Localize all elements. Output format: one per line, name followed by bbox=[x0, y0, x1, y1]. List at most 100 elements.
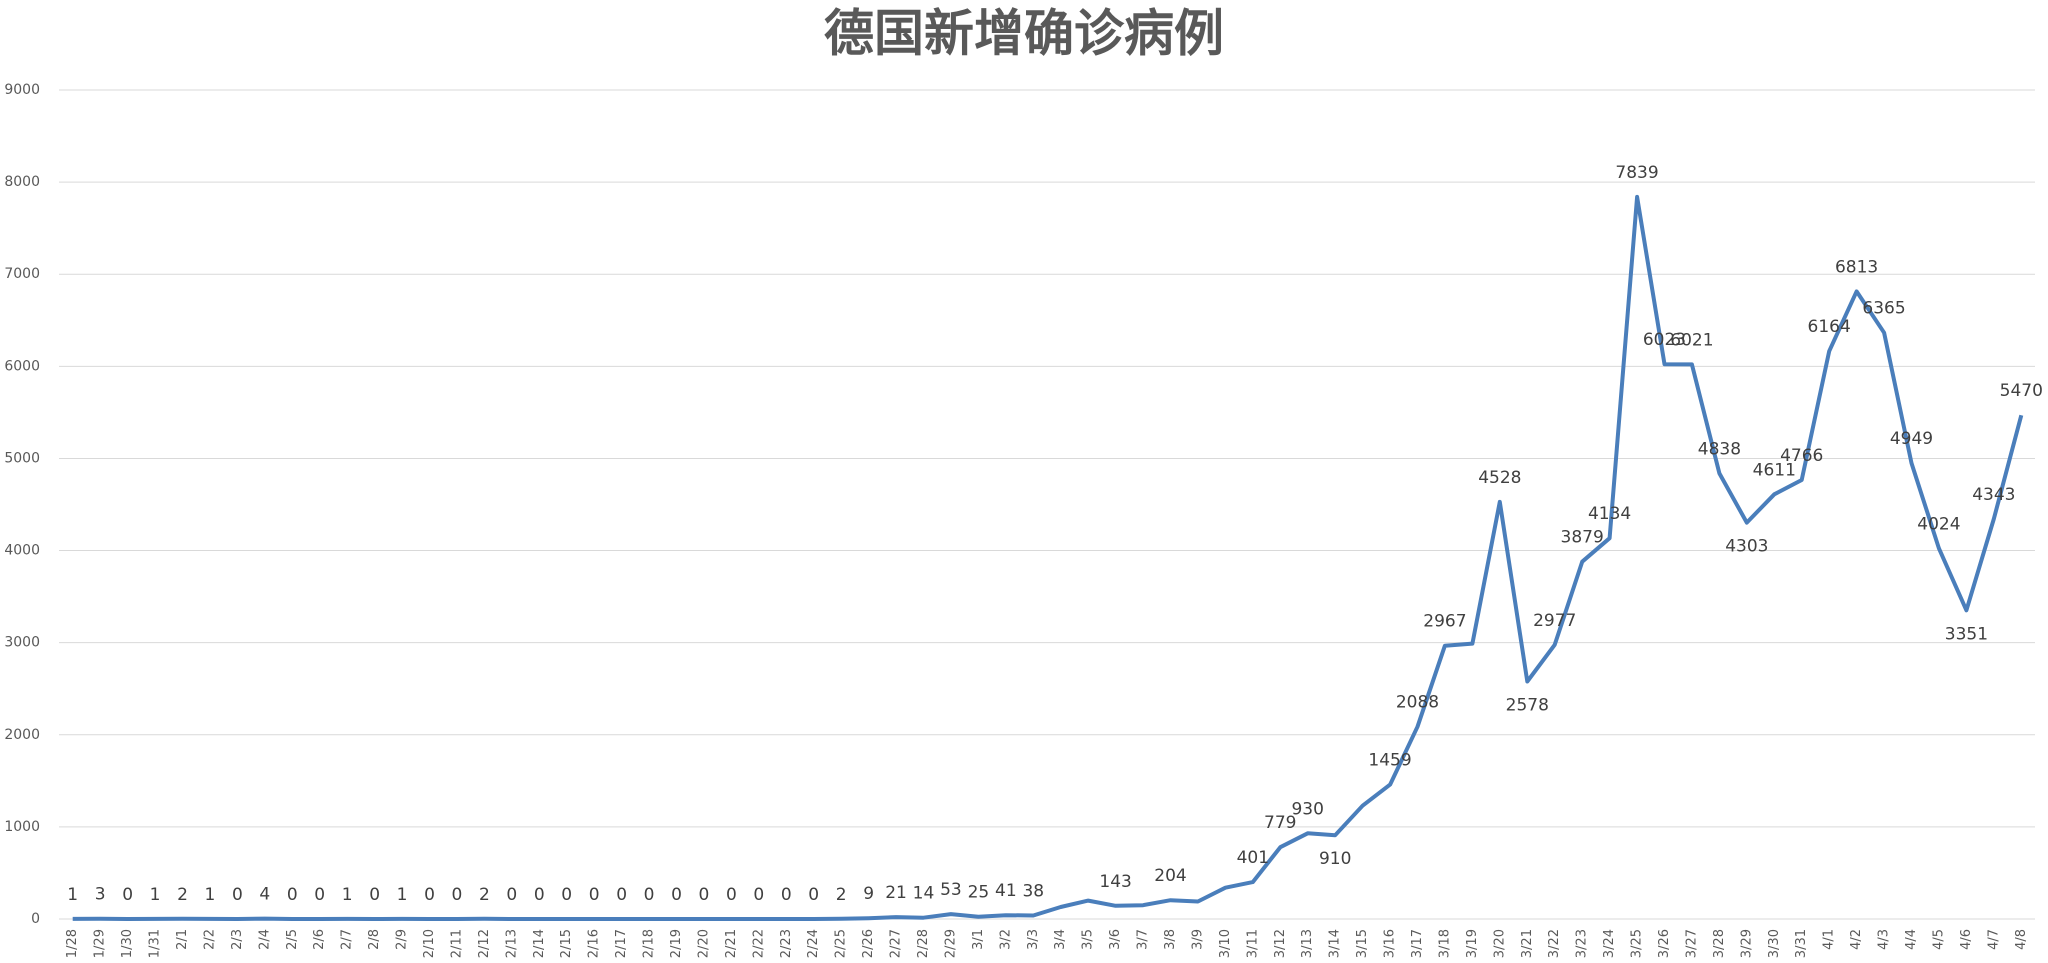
data-label: 0 bbox=[616, 885, 627, 905]
x-tick-label: 2/3 bbox=[230, 929, 245, 950]
data-label: 0 bbox=[644, 885, 655, 905]
data-label: 38 bbox=[1022, 881, 1044, 901]
data-label: 3351 bbox=[1945, 624, 1988, 644]
x-tick-label: 3/15 bbox=[1355, 929, 1370, 958]
x-tick-label: 2/1 bbox=[175, 929, 190, 950]
x-tick-label: 4/5 bbox=[1931, 929, 1946, 950]
data-label: 5470 bbox=[2000, 381, 2043, 401]
data-label: 0 bbox=[534, 885, 545, 905]
x-tick-label: 2/26 bbox=[861, 929, 876, 958]
x-tick-label: 2/2 bbox=[202, 929, 217, 950]
y-tick-label: 8000 bbox=[4, 174, 40, 190]
x-tick-label: 4/7 bbox=[1986, 929, 2001, 950]
data-label: 4949 bbox=[1890, 429, 1933, 449]
x-tick-label: 2/11 bbox=[449, 929, 464, 958]
data-label: 4528 bbox=[1478, 468, 1521, 488]
x-tick-label: 3/26 bbox=[1657, 929, 1672, 958]
x-tick-label: 3/5 bbox=[1081, 929, 1096, 950]
x-tick-label: 2/17 bbox=[614, 929, 629, 958]
x-tick-label: 3/24 bbox=[1602, 929, 1617, 958]
data-label: 41 bbox=[995, 881, 1017, 901]
data-label: 0 bbox=[561, 885, 572, 905]
x-tick-label: 1/30 bbox=[120, 929, 135, 958]
y-tick-label: 5000 bbox=[4, 450, 40, 466]
data-label: 25 bbox=[968, 883, 990, 903]
x-tick-label: 3/2 bbox=[998, 929, 1013, 950]
data-label: 1459 bbox=[1368, 751, 1411, 771]
x-tick-label: 3/18 bbox=[1437, 929, 1452, 958]
x-tick-label: 3/23 bbox=[1575, 929, 1590, 958]
x-tick-label: 4/2 bbox=[1849, 929, 1864, 950]
data-label: 910 bbox=[1319, 849, 1351, 869]
x-tick-label: 3/12 bbox=[1273, 929, 1288, 958]
data-label: 0 bbox=[314, 885, 325, 905]
data-label: 1 bbox=[342, 885, 353, 905]
x-tick-label: 3/10 bbox=[1218, 929, 1233, 958]
data-label: 14 bbox=[913, 884, 935, 904]
x-tick-label: 3/7 bbox=[1136, 929, 1151, 950]
data-label: 401 bbox=[1237, 848, 1269, 868]
x-tick-label: 3/20 bbox=[1492, 929, 1507, 958]
data-label: 0 bbox=[699, 885, 710, 905]
x-tick-label: 2/19 bbox=[669, 929, 684, 958]
x-tick-label: 3/19 bbox=[1465, 929, 1480, 958]
y-tick-label: 6000 bbox=[4, 358, 40, 374]
data-label: 53 bbox=[940, 880, 962, 900]
x-tick-label: 4/1 bbox=[1822, 929, 1837, 950]
x-tick-label: 3/14 bbox=[1328, 929, 1343, 958]
x-tick-label: 3/29 bbox=[1739, 929, 1754, 958]
data-label: 0 bbox=[753, 885, 764, 905]
x-tick-label: 2/18 bbox=[642, 929, 657, 958]
data-label: 143 bbox=[1099, 872, 1131, 892]
x-tick-label: 2/10 bbox=[422, 929, 437, 958]
x-tick-label: 3/9 bbox=[1190, 929, 1205, 950]
x-tick-label: 2/4 bbox=[257, 929, 272, 950]
data-label: 9 bbox=[863, 884, 874, 904]
x-tick-label: 2/9 bbox=[395, 929, 410, 950]
data-label: 0 bbox=[781, 885, 792, 905]
data-label: 0 bbox=[808, 885, 819, 905]
data-label: 7839 bbox=[1615, 163, 1658, 183]
x-tick-label: 3/3 bbox=[1026, 929, 1041, 950]
data-label: 1 bbox=[205, 885, 216, 905]
x-tick-label: 2/14 bbox=[532, 929, 547, 958]
data-label: 3 bbox=[95, 885, 106, 905]
data-label: 4 bbox=[259, 885, 270, 905]
data-label: 0 bbox=[287, 885, 298, 905]
y-tick-label: 3000 bbox=[4, 635, 40, 651]
data-label: 21 bbox=[885, 883, 907, 903]
x-tick-label: 3/4 bbox=[1053, 929, 1068, 950]
data-label: 4611 bbox=[1753, 460, 1796, 480]
y-tick-label: 4000 bbox=[4, 543, 40, 559]
x-tick-label: 2/23 bbox=[779, 929, 794, 958]
x-tick-label: 1/29 bbox=[93, 929, 108, 958]
data-label: 6021 bbox=[1670, 330, 1713, 350]
x-tick-label: 3/31 bbox=[1794, 929, 1809, 958]
x-tick-label: 3/25 bbox=[1630, 929, 1645, 958]
y-tick-label: 2000 bbox=[4, 727, 40, 743]
data-label: 1 bbox=[397, 885, 408, 905]
y-tick-label: 1000 bbox=[4, 819, 40, 835]
data-label: 0 bbox=[122, 885, 133, 905]
data-label: 4343 bbox=[1972, 485, 2015, 505]
data-label: 0 bbox=[506, 885, 517, 905]
data-label: 6164 bbox=[1808, 317, 1851, 337]
x-tick-label: 3/1 bbox=[971, 929, 986, 950]
x-tick-label: 2/29 bbox=[943, 929, 958, 958]
data-label: 2 bbox=[479, 885, 490, 905]
data-label: 0 bbox=[369, 885, 380, 905]
x-tick-label: 3/17 bbox=[1410, 929, 1425, 958]
data-label: 1 bbox=[67, 885, 78, 905]
x-tick-label: 4/8 bbox=[2014, 929, 2029, 950]
data-label: 0 bbox=[671, 885, 682, 905]
data-label: 2967 bbox=[1423, 612, 1466, 632]
data-label: 0 bbox=[424, 885, 435, 905]
data-label: 2088 bbox=[1396, 693, 1439, 713]
x-tick-label: 3/27 bbox=[1684, 929, 1699, 958]
data-label: 4766 bbox=[1780, 446, 1823, 466]
data-label: 2977 bbox=[1533, 611, 1576, 631]
x-tick-label: 3/28 bbox=[1712, 929, 1727, 958]
line bbox=[72, 194, 2024, 921]
x-tick-label: 2/12 bbox=[477, 929, 492, 958]
x-tick-label: 2/6 bbox=[312, 929, 327, 950]
